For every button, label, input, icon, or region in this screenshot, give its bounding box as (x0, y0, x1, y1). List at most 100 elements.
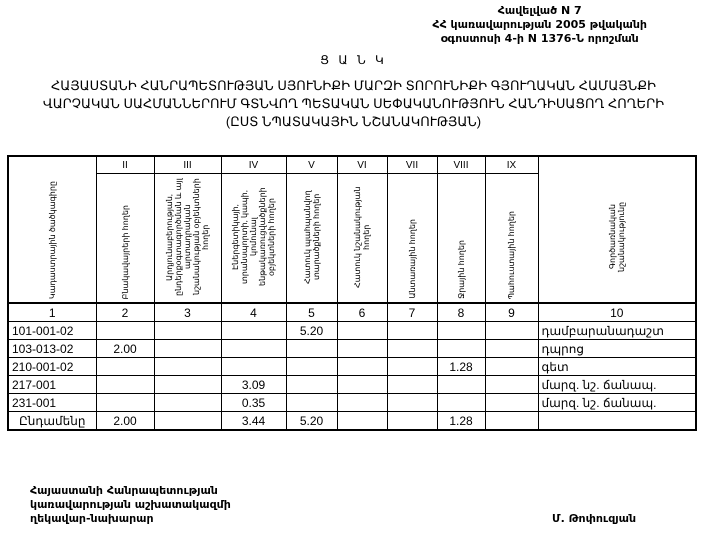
column-number: 5 (285, 302, 338, 322)
table-cell: 2.00 (95, 411, 155, 431)
table-cell (436, 375, 486, 394)
table-cell: մարզ. նշ. ճանապ. (537, 393, 697, 412)
table-cell (484, 321, 539, 340)
table-cell (484, 411, 539, 431)
table-cell (95, 375, 155, 394)
table-cell (484, 357, 539, 376)
table-cell: 101-001-02 (7, 321, 97, 340)
table-cell: 3.09 (220, 375, 287, 394)
roman-numeral: IV (220, 155, 287, 174)
table-cell: 5.20 (285, 321, 338, 340)
table-cell: գետ (537, 357, 697, 376)
table-cell (336, 321, 388, 340)
roman-numeral: VI (336, 155, 388, 174)
table-cell (285, 357, 338, 376)
document-subtitle: ՀԱՅԱՍՏԱՆԻ ՀԱՆՐԱՊԵՏՈՒԹՅԱՆ ՍՅՈՒՆԻՔԻ ՄԱՐԶԻ … (0, 77, 707, 131)
table-cell (153, 375, 222, 394)
roman-header-row: Կադաստրային ծածկագիրը II III IV V VI VII… (7, 155, 697, 304)
table-cell (537, 411, 697, 431)
footer-position: Հայաստանի Հանրապետության կառավարության ա… (30, 484, 231, 526)
table-cell (153, 393, 222, 412)
table-row: 210-001-02 1.28 գետ (7, 357, 697, 376)
column-header: Հատուկ նշանակության հողեր (336, 173, 388, 304)
column-header: Արդյունաբերության, ընդերքօգտագործման և ա… (153, 173, 222, 304)
column-number: 10 (537, 302, 697, 322)
table-cell (153, 357, 222, 376)
table-cell: դպրոց (537, 339, 697, 358)
table-row: 217-001 3.09 մարզ. նշ. ճանապ. (7, 375, 697, 394)
table-cell (153, 411, 222, 431)
column-header: Էներգետիկայի, տրանսպորտի, կապի, կոմունալ… (220, 173, 287, 304)
table-cell: 1.28 (436, 357, 486, 376)
table-cell: Ընդամենը (7, 411, 97, 431)
table-cell (285, 393, 338, 412)
table-cell: 210-001-02 (7, 357, 97, 376)
column-number: 7 (386, 302, 438, 322)
column-number: 2 (95, 302, 155, 322)
subtitle-line: (ԸՍՏ ՆՊԱՏԱԿԱՅԻՆ ՆՇԱՆԱԿՈՒԹՅԱՆ) (225, 114, 482, 129)
table-cell: դամբարանադաշտ (537, 321, 697, 340)
table-cell (95, 357, 155, 376)
table-cell (484, 339, 539, 358)
table-cell: 231-001 (7, 393, 97, 412)
table-cell: 217-001 (7, 375, 97, 394)
land-table: Կադաստրային ծածկագիրը II III IV V VI VII… (7, 155, 697, 431)
table-cell (95, 393, 155, 412)
table-cell (484, 393, 539, 412)
column-header: Հատուկ պահպանվող տարածքների հողեր (285, 173, 338, 304)
column-number-row: 1 2 3 4 5 6 7 8 9 10 (7, 302, 697, 322)
table-cell (386, 321, 438, 340)
subtitle-line: ՀԱՅԱՍՏԱՆԻ ՀԱՆՐԱՊԵՏՈՒԹՅԱՆ ՍՅՈՒՆԻՔԻ ՄԱՐԶԻ … (50, 78, 657, 93)
table-cell: 103-013-02 (7, 339, 97, 358)
header-row: Բնակավայրերի հողեր Արդյունաբերության, ըն… (8, 173, 696, 304)
column-number: 8 (436, 302, 486, 322)
column-header: Պահուստային հողեր (484, 173, 539, 304)
footer-line: ղեկավար-նախարար (30, 512, 154, 525)
table-cell: 1.28 (436, 411, 486, 431)
table-cell (436, 393, 486, 412)
table-cell: 3.44 (220, 411, 287, 431)
roman-numeral: V (285, 155, 338, 174)
table-cell (484, 375, 539, 394)
annex-line: օգոստոսի 4-ի N 1376-Ն որոշման (440, 32, 639, 45)
table-row: 231-001 0.35 մարզ. նշ. ճանապ. (7, 393, 697, 412)
table-cell: 2.00 (95, 339, 155, 358)
annex-note: Հավելված N 7 ՀՀ կառավարության 2005 թվակա… (432, 4, 647, 46)
table-cell (436, 339, 486, 358)
table-row: 103-013-02 2.00 դպրոց (7, 339, 697, 358)
annex-line: Հավելված N 7 (497, 4, 582, 17)
column-number: 9 (484, 302, 539, 322)
table-cell (336, 339, 388, 358)
table-cell (336, 357, 388, 376)
roman-numeral: II (95, 155, 155, 174)
column-header: Բնակավայրերի հողեր (95, 173, 155, 304)
table-cell (336, 393, 388, 412)
table-cell (220, 321, 287, 340)
table-cell (336, 375, 388, 394)
subtitle-line: ՎԱՐՉԱԿԱՆ ՍԱՀՄԱՆՆԵՐՈՒՄ ԳՏՆՎՈՂ ՊԵՏԱԿԱՆ ՍԵՓ… (42, 96, 665, 111)
table-cell (220, 357, 287, 376)
table-cell (220, 339, 287, 358)
column-header: Անտառային հողեր (386, 173, 438, 304)
footer-line: կառավարության աշխատակազմի (30, 498, 231, 511)
signatory-name: Մ. Թոփուզյան (552, 512, 637, 525)
column-header: Գործառնական նշանակությունը (537, 155, 697, 304)
table-cell (386, 375, 438, 394)
table-cell: 0.35 (220, 393, 287, 412)
total-row: Ընդամենը 2.00 3.44 5.20 1.28 (7, 411, 697, 431)
table-cell (153, 339, 222, 358)
table-cell: մարզ. նշ. ճանապ. (537, 375, 697, 394)
table-cell: 5.20 (285, 411, 338, 431)
table-row: 101-001-02 5.20 դամբարանադաշտ (7, 321, 697, 340)
roman-numeral: IX (484, 155, 539, 174)
column-number: 3 (153, 302, 222, 322)
table-cell (436, 321, 486, 340)
column-number: 1 (7, 302, 97, 322)
document-title: Ց Ա Ն Կ (320, 53, 387, 67)
table-cell (386, 411, 438, 431)
footer-line: Հայաստանի Հանրապետության (30, 484, 218, 497)
table-cell (285, 375, 338, 394)
roman-numeral: VIII (436, 155, 486, 174)
roman-numeral: VII (386, 155, 438, 174)
column-header: Ջրային հողեր (436, 173, 486, 304)
